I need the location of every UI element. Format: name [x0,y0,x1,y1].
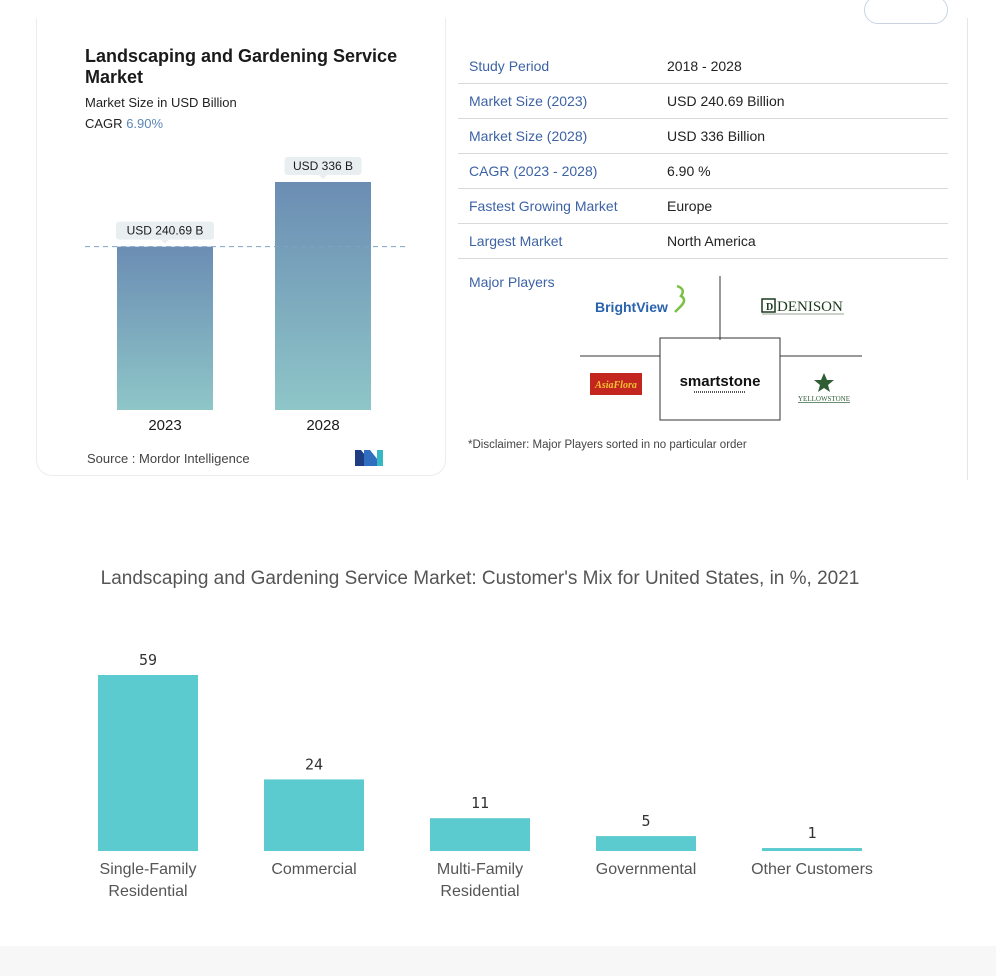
card-title: Landscaping and Gardening Service Market [85,46,398,87]
brightview-logo[interactable]: BrightView [595,284,686,315]
info-value: USD 240.69 Billion [667,93,785,109]
bar-value-label: 24 [305,755,323,773]
market-size-bar-chart: USD 240.69 B 2023 USD 336 B 2028 [85,157,405,434]
info-key[interactable]: CAGR (2023 - 2028) [469,163,598,179]
bar-value-label: 11 [471,794,489,812]
denison-badge-icon [761,298,776,313]
category-label: Residential [440,883,519,900]
x-tick-label: 2028 [306,417,339,434]
info-key[interactable]: Study Period [469,58,550,74]
smartstone-logo[interactable]: smartstone [680,373,761,393]
top-right-pill-button[interactable] [864,0,948,24]
card-cagr: CAGR 6.90% [85,116,163,131]
bar-value-label: 1 [807,824,816,842]
cagr-label: CAGR [85,116,123,131]
info-row: Study Period 2018 - 2028 [458,49,948,84]
customer-mix-bar [762,848,862,851]
asiaflora-logo-badge [590,373,642,395]
bar-label-pointer [319,175,327,179]
market-info-table: Study Period 2018 - 2028 Market Size (202… [458,49,948,259]
category-label: Governmental [596,861,697,878]
x-tick-label: 2023 [148,417,181,434]
yellowstone-logo-text: YELLOWSTONE [798,395,850,403]
bar-data-label: USD 336 B [293,159,353,173]
bar-value-label: 5 [641,812,650,830]
denison-logo-text: DENISON [777,299,843,315]
players-center-box [659,337,781,421]
market-size-bar [117,246,213,410]
info-key[interactable]: Market Size (2023) [469,93,588,109]
bar-label-badge [116,221,214,240]
info-row: Market Size (2028) USD 336 Billion [458,119,948,154]
category-label: Commercial [271,861,356,878]
info-value: Europe [667,198,713,214]
info-value: 2018 - 2028 [667,58,742,74]
info-row: CAGR (2023 - 2028) 6.90 % [458,154,948,189]
market-size-bar [275,182,371,410]
info-value: USD 336 Billion [667,128,766,144]
denison-logo[interactable]: D DENISON [761,298,844,315]
brightview-logo-text: BrightView [595,299,668,315]
info-value: 6.90 % [667,163,711,179]
info-row: Fastest Growing Market Europe [458,189,948,224]
info-value: North America [667,233,756,249]
bar-data-label: USD 240.69 B [127,224,204,238]
info-key[interactable]: Fastest Growing Market [469,198,618,214]
market-snapshot-panel: Landscaping and Gardening Service Market… [22,0,968,480]
info-key[interactable]: Largest Market [469,233,563,249]
card-subtitle: Market Size in USD Billion [85,95,237,110]
customer-mix-bar [430,818,530,851]
market-size-card: Landscaping and Gardening Service Market… [36,18,446,476]
customer-mix-bar [596,836,696,851]
bar-label-pointer [161,239,169,244]
chart-title: Landscaping and Gardening Service Market… [100,568,860,589]
category-label: Other Customers [751,861,873,878]
mordor-intelligence-logo [355,450,383,466]
bar-value-label: 59 [139,651,157,669]
major-players-label[interactable]: Major Players [469,274,555,290]
disclaimer-text: *Disclaimer: Major Players sorted in no … [468,439,747,451]
customer-mix-bar-chart: 59Single-FamilyResidential24Commercial11… [98,651,873,900]
footer-band [0,946,996,976]
category-label: Residential [108,883,187,900]
customer-mix-bar [98,675,198,851]
major-players-logos: BrightView D DENISON smartstone AsiaFlor… [580,276,862,421]
asiaflora-logo[interactable]: AsiaFlora [590,373,642,395]
customer-mix-bar [264,779,364,851]
info-key[interactable]: Market Size (2028) [469,128,588,144]
category-label: Multi-Family [437,861,523,878]
yellowstone-star-icon [814,373,834,392]
bar-label-badge [284,157,362,175]
category-label: Single-Family [100,861,197,878]
denison-badge-letter: D [766,302,773,313]
info-row: Largest Market North America [458,224,948,259]
smartstone-logo-text: smartstone [680,373,761,390]
brightview-leaf-icon [674,284,686,313]
card-source: Source : Mordor Intelligence [87,451,250,466]
yellowstone-logo[interactable]: YELLOWSTONE [798,373,850,403]
info-row: Market Size (2023) USD 240.69 Billion [458,84,948,119]
cagr-value: 6.90% [126,116,164,131]
asiaflora-logo-text: AsiaFlora [594,380,637,391]
